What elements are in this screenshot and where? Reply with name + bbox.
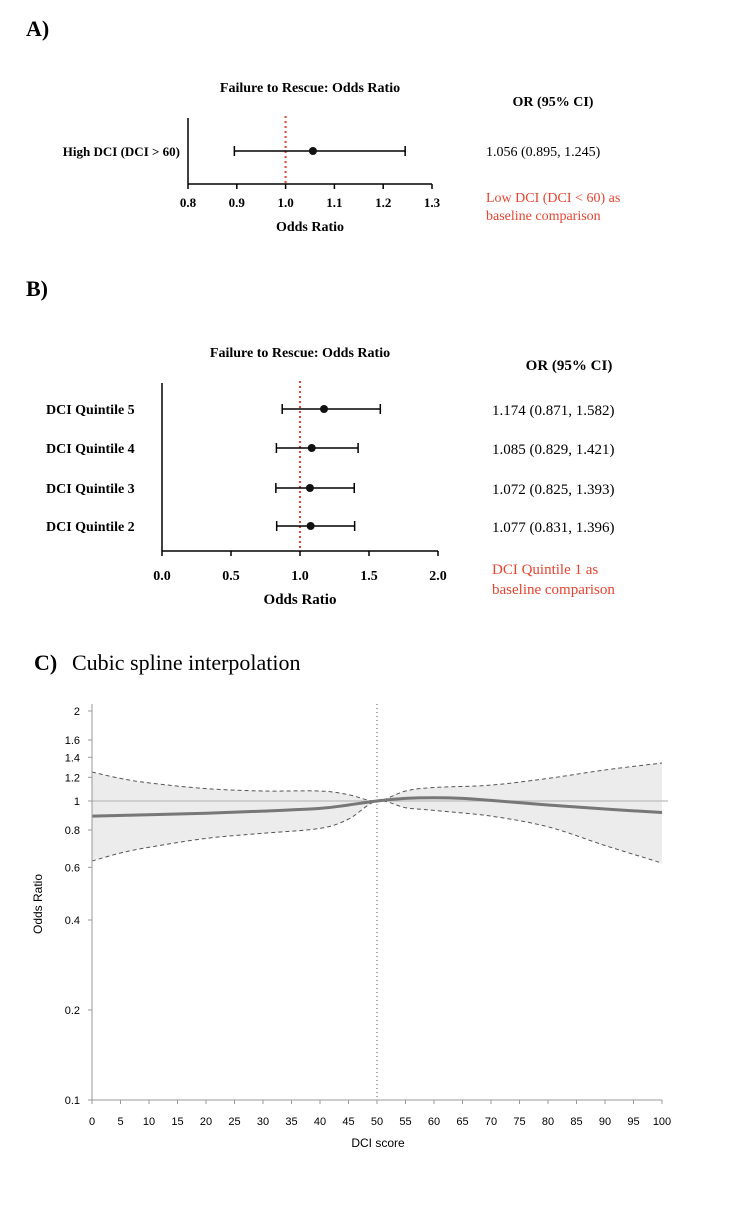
panel-c-x-tick-label: 70 <box>485 1116 497 1128</box>
panel-c-y-tick-label: 0.1 <box>65 1095 80 1107</box>
panel-c-x-tick-label: 15 <box>171 1116 183 1128</box>
panel-b-row-label: DCI Quintile 3 <box>46 482 135 497</box>
panel-b-point-estimate <box>306 522 315 530</box>
panel-b-x-tick-label: 0.0 <box>153 569 171 584</box>
panel-c-x-tick-label: 20 <box>200 1116 212 1128</box>
panel-b-row-label: DCI Quintile 5 <box>46 403 135 418</box>
panel-b-x-tick-label: 1.5 <box>360 569 378 584</box>
panel-b-x-tick-label: 0.5 <box>222 569 240 584</box>
panel-c-x-label: DCI score <box>351 1136 405 1150</box>
panel-a-x-tick-label: 1.2 <box>375 195 391 210</box>
panel-b-point-estimate <box>307 444 316 452</box>
panel-c-x-tick-label: 0 <box>89 1116 95 1128</box>
panel-c-x-tick-label: 55 <box>399 1116 411 1128</box>
panel-a-note: Low DCI (DCI < 60) as baseline compariso… <box>486 191 624 224</box>
panel-b-ci-header: OR (95% CI) <box>526 358 613 374</box>
panel-c-lower-ci-line <box>91 800 663 864</box>
panel-c-x-tick-label: 80 <box>542 1116 554 1128</box>
panel-c-x-tick-label: 100 <box>653 1116 671 1128</box>
panel-c-y-tick-label: 1.6 <box>65 735 80 747</box>
panel-a: A) Failure to Rescue: Odds Ratio OR (95%… <box>26 16 624 235</box>
panel-b-note-line-1: DCI Quintile 1 as <box>492 562 598 578</box>
panel-b-ci-text: 1.072 (0.825, 1.393) <box>492 482 615 498</box>
panel-c-y-tick-label: 1 <box>74 796 80 808</box>
panel-a-note-line-2: baseline comparison <box>486 209 601 224</box>
panel-c: C) Cubic spline interpolation 0 5 10 15 20 25… <box>31 650 671 1150</box>
panel-a-row-label: High DCI (DCI > 60) <box>63 144 180 159</box>
panel-c-x-tick-label: 65 <box>456 1116 468 1128</box>
panel-c-x-tick-label: 5 <box>117 1116 123 1128</box>
panel-b-ci-text: 1.077 (0.831, 1.396) <box>492 520 615 536</box>
panel-b-note: DCI Quintile 1 as baseline comparison <box>492 562 615 598</box>
panel-c-x-tick-label: 85 <box>570 1116 582 1128</box>
panel-b-row-label: DCI Quintile 4 <box>46 442 135 457</box>
panel-c-y-tick-label: 1.4 <box>65 752 80 764</box>
panel-b-note-line-2: baseline comparison <box>492 582 615 598</box>
panel-a-ci-text: 1.056 (0.895, 1.245) <box>486 145 601 160</box>
panel-b-label: B) <box>26 276 48 301</box>
panel-c-label: C) <box>34 650 57 675</box>
panel-b-row-label: DCI Quintile 2 <box>46 520 135 535</box>
panel-a-x-tick-label: 0.9 <box>229 195 246 210</box>
panel-c-x-tick-label: 30 <box>257 1116 269 1128</box>
panel-b-ci-text: 1.085 (0.829, 1.421) <box>492 442 615 458</box>
panel-c-y-tick-label: 0.8 <box>65 825 80 837</box>
panel-a-note-line-1: Low DCI (DCI < 60) as <box>486 191 620 206</box>
panel-b-point-estimate <box>305 484 314 492</box>
panel-c-y-tick-label: 2 <box>74 706 80 718</box>
panel-b-x-tick-label: 1.0 <box>291 569 309 584</box>
panel-a-label: A) <box>26 16 49 41</box>
panel-c-title: Cubic spline interpolation <box>72 650 301 675</box>
panel-a-x-tick-label: 1.1 <box>326 195 342 210</box>
panel-a-x-label: Odds Ratio <box>276 220 344 235</box>
panel-a-point-estimate <box>308 147 317 155</box>
panel-a-x-tick-label: 1.0 <box>277 195 293 210</box>
panel-c-x-tick-label: 40 <box>314 1116 326 1128</box>
panel-b-point-estimate <box>320 405 329 413</box>
panel-a-x-tick-label: 0.8 <box>180 195 197 210</box>
panel-a-ci-header: OR (95% CI) <box>513 95 594 110</box>
panel-c-x-tick-label: 75 <box>513 1116 525 1128</box>
panel-b-x-tick-label: 2.0 <box>429 569 447 584</box>
panel-c-x-tick-label: 45 <box>342 1116 354 1128</box>
panel-c-x-tick-label: 25 <box>228 1116 240 1128</box>
panel-c-x-tick-label: 50 <box>371 1116 383 1128</box>
panel-c-y-tick-label: 0.4 <box>65 915 80 927</box>
panel-b-title: Failure to Rescue: Odds Ratio <box>210 346 390 361</box>
panel-a-x-tick-label: 1.3 <box>424 195 441 210</box>
panel-c-x-tick-label: 90 <box>599 1116 611 1128</box>
panel-b-ci-text: 1.174 (0.871, 1.582) <box>492 403 615 419</box>
panel-c-y-label: Odds Ratio <box>31 874 45 934</box>
panel-c-y-tick-label: 0.6 <box>65 862 80 874</box>
panel-c-x-tick-label: 95 <box>627 1116 639 1128</box>
panel-c-ci-band <box>92 763 662 864</box>
panel-a-title: Failure to Rescue: Odds Ratio <box>220 81 400 96</box>
panel-c-x-tick-label: 35 <box>285 1116 297 1128</box>
panel-c-y-tick-label: 0.2 <box>65 1005 80 1017</box>
panel-b-x-label: Odds Ratio <box>264 592 337 608</box>
panel-c-x-tick-label: 60 <box>428 1116 440 1128</box>
panel-c-estimate-line <box>91 796 663 818</box>
panel-c-upper-ci-line <box>91 762 663 802</box>
panel-c-x-tick-label: 10 <box>143 1116 155 1128</box>
panel-c-y-tick-label: 1.2 <box>65 772 80 784</box>
panel-b: B) Failure to Rescue: Odds Ratio OR (95%… <box>26 276 615 608</box>
